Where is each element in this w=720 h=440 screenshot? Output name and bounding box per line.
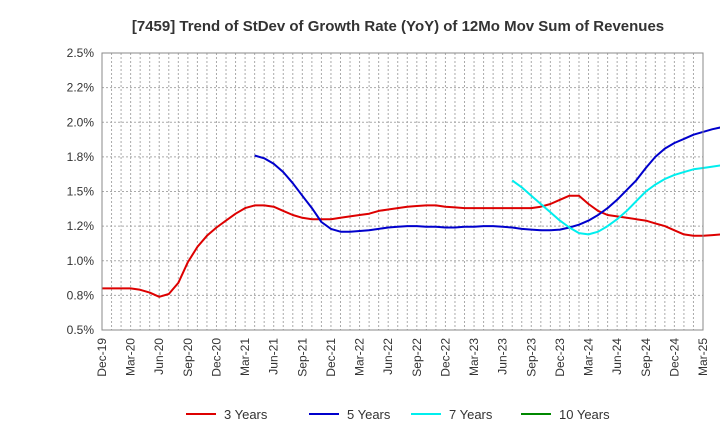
x-tick-label: Dec-23 <box>553 338 567 377</box>
y-axis-ticks: 0.5% 0.8% 1.0% 1.2% 1.5% 1.8% 2.0% 2.2% 2.5% <box>67 46 95 337</box>
x-tick-label: Sep-22 <box>410 338 424 377</box>
x-tick-label: Mar-22 <box>353 338 367 376</box>
x-tick-label: Jun-21 <box>267 338 281 375</box>
y-tick-label: 0.5% <box>67 323 95 337</box>
x-tick-label: Dec-22 <box>438 338 452 377</box>
y-tick-label: 2.0% <box>67 115 95 129</box>
y-tick-label: 2.5% <box>67 46 95 60</box>
x-tick-label: Jun-22 <box>381 338 395 375</box>
x-tick-label: Dec-24 <box>667 338 681 377</box>
legend-label-3-years: 3 Years <box>224 407 268 422</box>
grid-lines <box>101 52 704 331</box>
plot-frame <box>101 52 704 331</box>
x-axis-ticks: Dec-19 Mar-20 Jun-20 Sep-20 Dec-20 Mar-21 Jun-… <box>95 338 710 377</box>
legend: 3 Years 5 Years 7 Years 10 Years <box>186 407 610 422</box>
x-tick-label: Sep-23 <box>524 338 538 377</box>
x-tick-label: Dec-19 <box>95 338 109 377</box>
x-tick-label: Sep-20 <box>181 338 195 377</box>
y-tick-label: 1.2% <box>67 219 95 233</box>
x-tick-label: Mar-25 <box>696 338 710 376</box>
y-tick-label: 1.0% <box>67 254 95 268</box>
x-tick-label: Jun-24 <box>610 338 624 375</box>
x-tick-label: Mar-20 <box>124 338 138 376</box>
x-tick-label: Jun-23 <box>496 338 510 375</box>
x-tick-label: Dec-20 <box>209 338 223 377</box>
series-line-5-years <box>254 126 720 233</box>
chart-title: [7459] Trend of StDev of Growth Rate (Yo… <box>132 18 664 35</box>
x-tick-label: Jun-20 <box>152 338 166 375</box>
x-tick-label: Sep-24 <box>639 338 653 377</box>
legend-label-7-years: 7 Years <box>449 407 493 422</box>
x-tick-label: Mar-21 <box>238 338 252 376</box>
y-tick-label: 2.2% <box>67 81 95 95</box>
series-line-7-years <box>511 164 720 236</box>
x-tick-label: Mar-23 <box>467 338 481 376</box>
series-line-3-years <box>102 194 720 298</box>
series-lines <box>102 126 720 298</box>
x-tick-label: Sep-21 <box>295 338 309 377</box>
x-tick-label: Dec-21 <box>324 338 338 377</box>
legend-label-10-years: 10 Years <box>559 407 610 422</box>
legend-label-5-years: 5 Years <box>347 407 391 422</box>
y-tick-label: 0.8% <box>67 288 95 302</box>
x-tick-label: Mar-24 <box>582 338 596 376</box>
y-tick-label: 1.8% <box>67 150 95 164</box>
y-tick-label: 1.5% <box>67 185 95 199</box>
